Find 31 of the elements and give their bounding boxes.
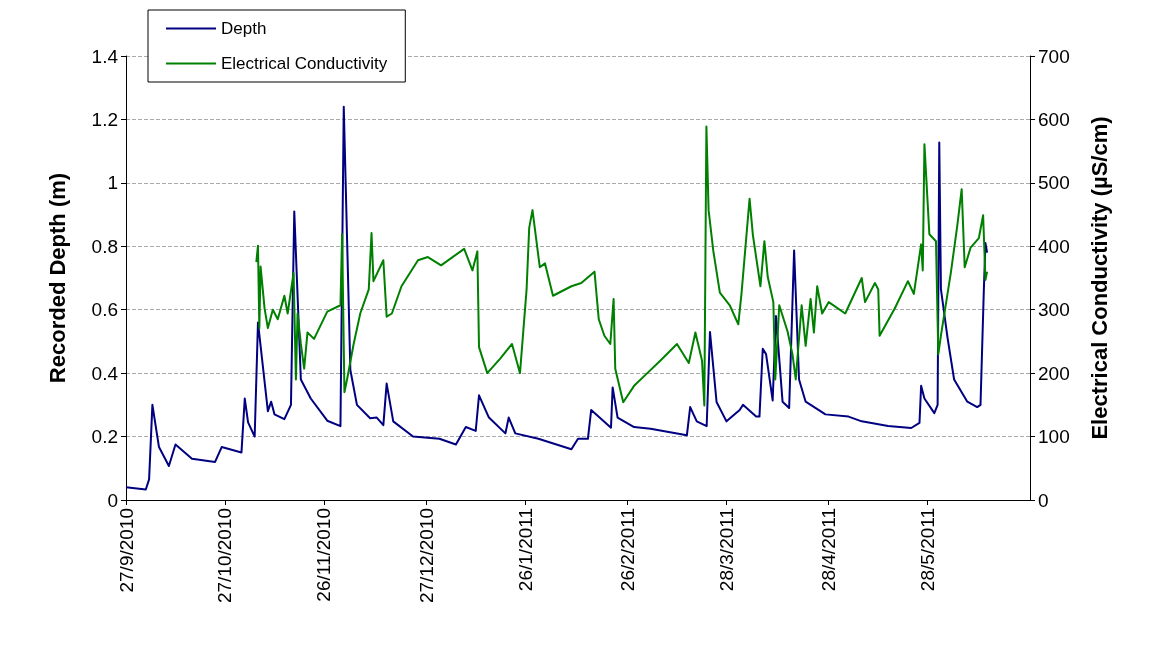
- y2-tick-label: 300: [1038, 299, 1070, 321]
- y2-tick-label: 700: [1038, 45, 1070, 67]
- legend-label: Depth: [221, 19, 267, 38]
- x-tick-label: 27/9/2010: [115, 508, 137, 593]
- y-tick-label: 1.4: [91, 45, 119, 67]
- x-tick-label: 27/10/2010: [214, 508, 236, 604]
- line-series: [125, 105, 989, 491]
- x-tick-label: 26/11/2010: [313, 508, 335, 602]
- y-tick-label: 0.2: [91, 426, 118, 448]
- x-tick-label: 26/2/2011: [616, 508, 638, 592]
- y-tick-label: 0.8: [91, 235, 118, 257]
- x-tick-label: 28/3/2011: [715, 508, 737, 592]
- y-axis-title: Recorded Depth (m): [44, 172, 70, 384]
- y2-tick-label: 100: [1038, 426, 1070, 448]
- x-tick-label: 28/5/2011: [917, 508, 939, 592]
- line-series: [255, 125, 989, 407]
- x-tick-label: 28/4/2011: [818, 508, 840, 592]
- y2-tick-label: 500: [1038, 172, 1070, 194]
- legend-label: Electrical Conductivity: [221, 54, 388, 73]
- y2-tick-label: 600: [1038, 108, 1070, 130]
- y2-tick-label: 200: [1038, 362, 1070, 384]
- y-tick-label: 1: [107, 172, 118, 194]
- y2-tick-label: 400: [1038, 235, 1070, 257]
- y-tick-label: 0: [107, 489, 118, 511]
- y-tick-label: 1.2: [91, 108, 118, 130]
- x-tick-label: 27/12/2010: [415, 508, 437, 604]
- y-tick-label: 0.4: [91, 362, 119, 384]
- y2-tick-label: 0: [1038, 489, 1049, 511]
- x-tick-label: 26/1/2011: [514, 508, 536, 592]
- y-tick-label: 0.6: [91, 299, 118, 321]
- y2-axis-title: Electrical Conductivity (µS/cm): [1086, 116, 1112, 440]
